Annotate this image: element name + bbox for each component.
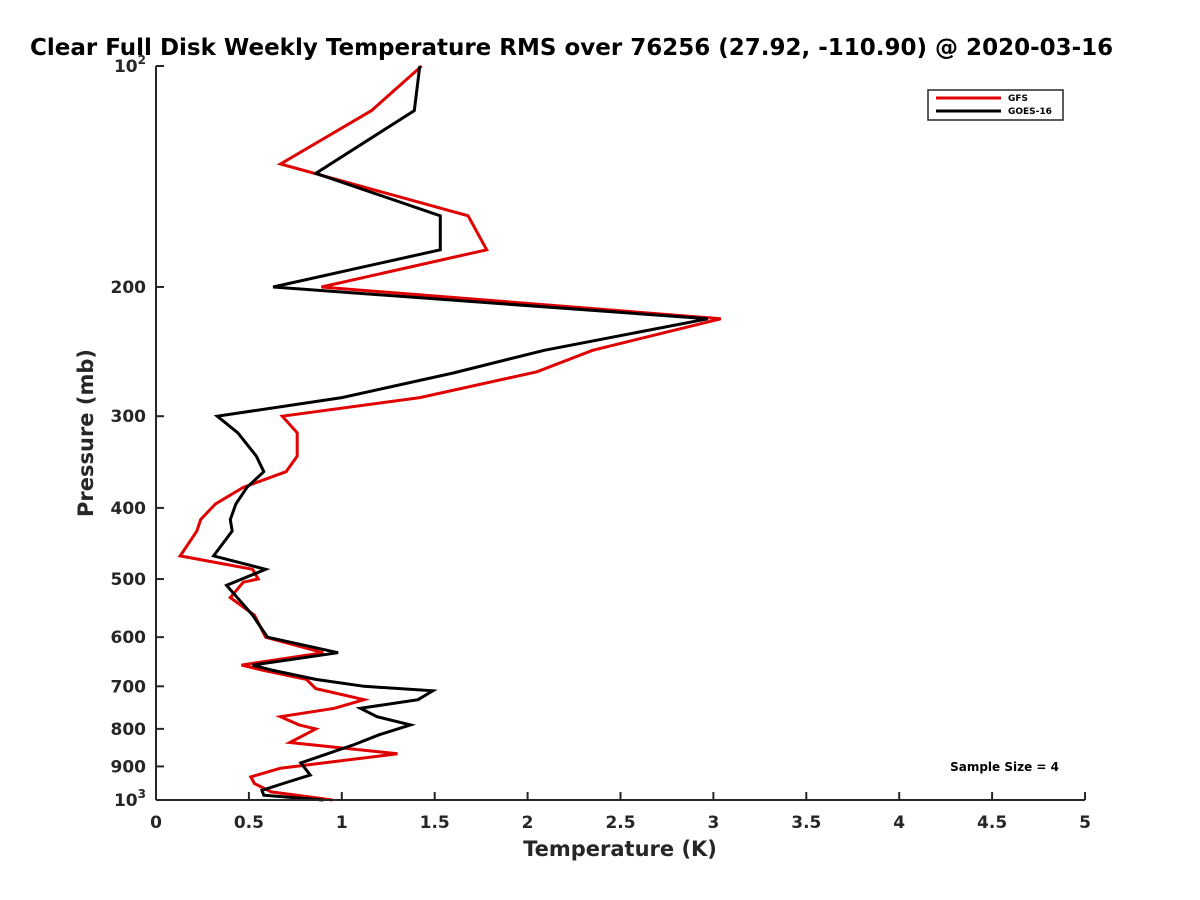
x-tick-label: 5 <box>1079 813 1091 833</box>
y-tick-label: 102 <box>114 53 146 77</box>
y-tick-label: 103 <box>114 787 146 811</box>
axes-layer: 0 0.5 1 1.5 2 2.5 3 3.5 4 4.5 5 102 200 300 400 500 600 7… <box>111 53 1091 833</box>
legend-label: GOES-16 <box>1008 107 1052 117</box>
x-tick-label: 2 <box>522 813 534 833</box>
y-tick-label: 800 <box>111 720 147 740</box>
legend-label: GFS <box>1008 94 1028 104</box>
x-tick-label: 3 <box>707 813 719 833</box>
y-tick-label: 700 <box>111 677 147 697</box>
x-tick-label: 3.5 <box>791 813 821 833</box>
x-tick-label: 0 <box>150 813 162 833</box>
y-tick-label: 200 <box>111 278 147 298</box>
chart-title: Clear Full Disk Weekly Temperature RMS o… <box>30 35 1113 61</box>
series-layer <box>177 64 722 802</box>
x-tick-label: 1.5 <box>420 813 450 833</box>
legend: GFS GOES-16 <box>927 89 1064 121</box>
y-tick-label: 400 <box>111 499 147 519</box>
y-tick-label: 500 <box>111 570 147 590</box>
y-axis-label: Pressure (mb) <box>74 349 98 517</box>
plot-background <box>156 66 1085 800</box>
y-tick-label: 300 <box>111 407 147 427</box>
x-tick-label: 0.5 <box>234 813 264 833</box>
x-tick-label: 4.5 <box>977 813 1007 833</box>
x-tick-label: 1 <box>336 813 348 833</box>
x-tick-label: 2.5 <box>605 813 635 833</box>
x-axis-label: Temperature (K) <box>523 837 717 861</box>
y-tick-label: 900 <box>111 757 147 777</box>
x-tick-label: 4 <box>893 813 905 833</box>
legend-box <box>927 89 1064 121</box>
series-line-goes-16 <box>211 65 709 802</box>
plot-area <box>156 66 1085 800</box>
y-tick-label: 600 <box>111 628 147 648</box>
sample-size-annotation: Sample Size = 4 <box>950 760 1059 774</box>
series-line-gfs <box>177 64 722 802</box>
